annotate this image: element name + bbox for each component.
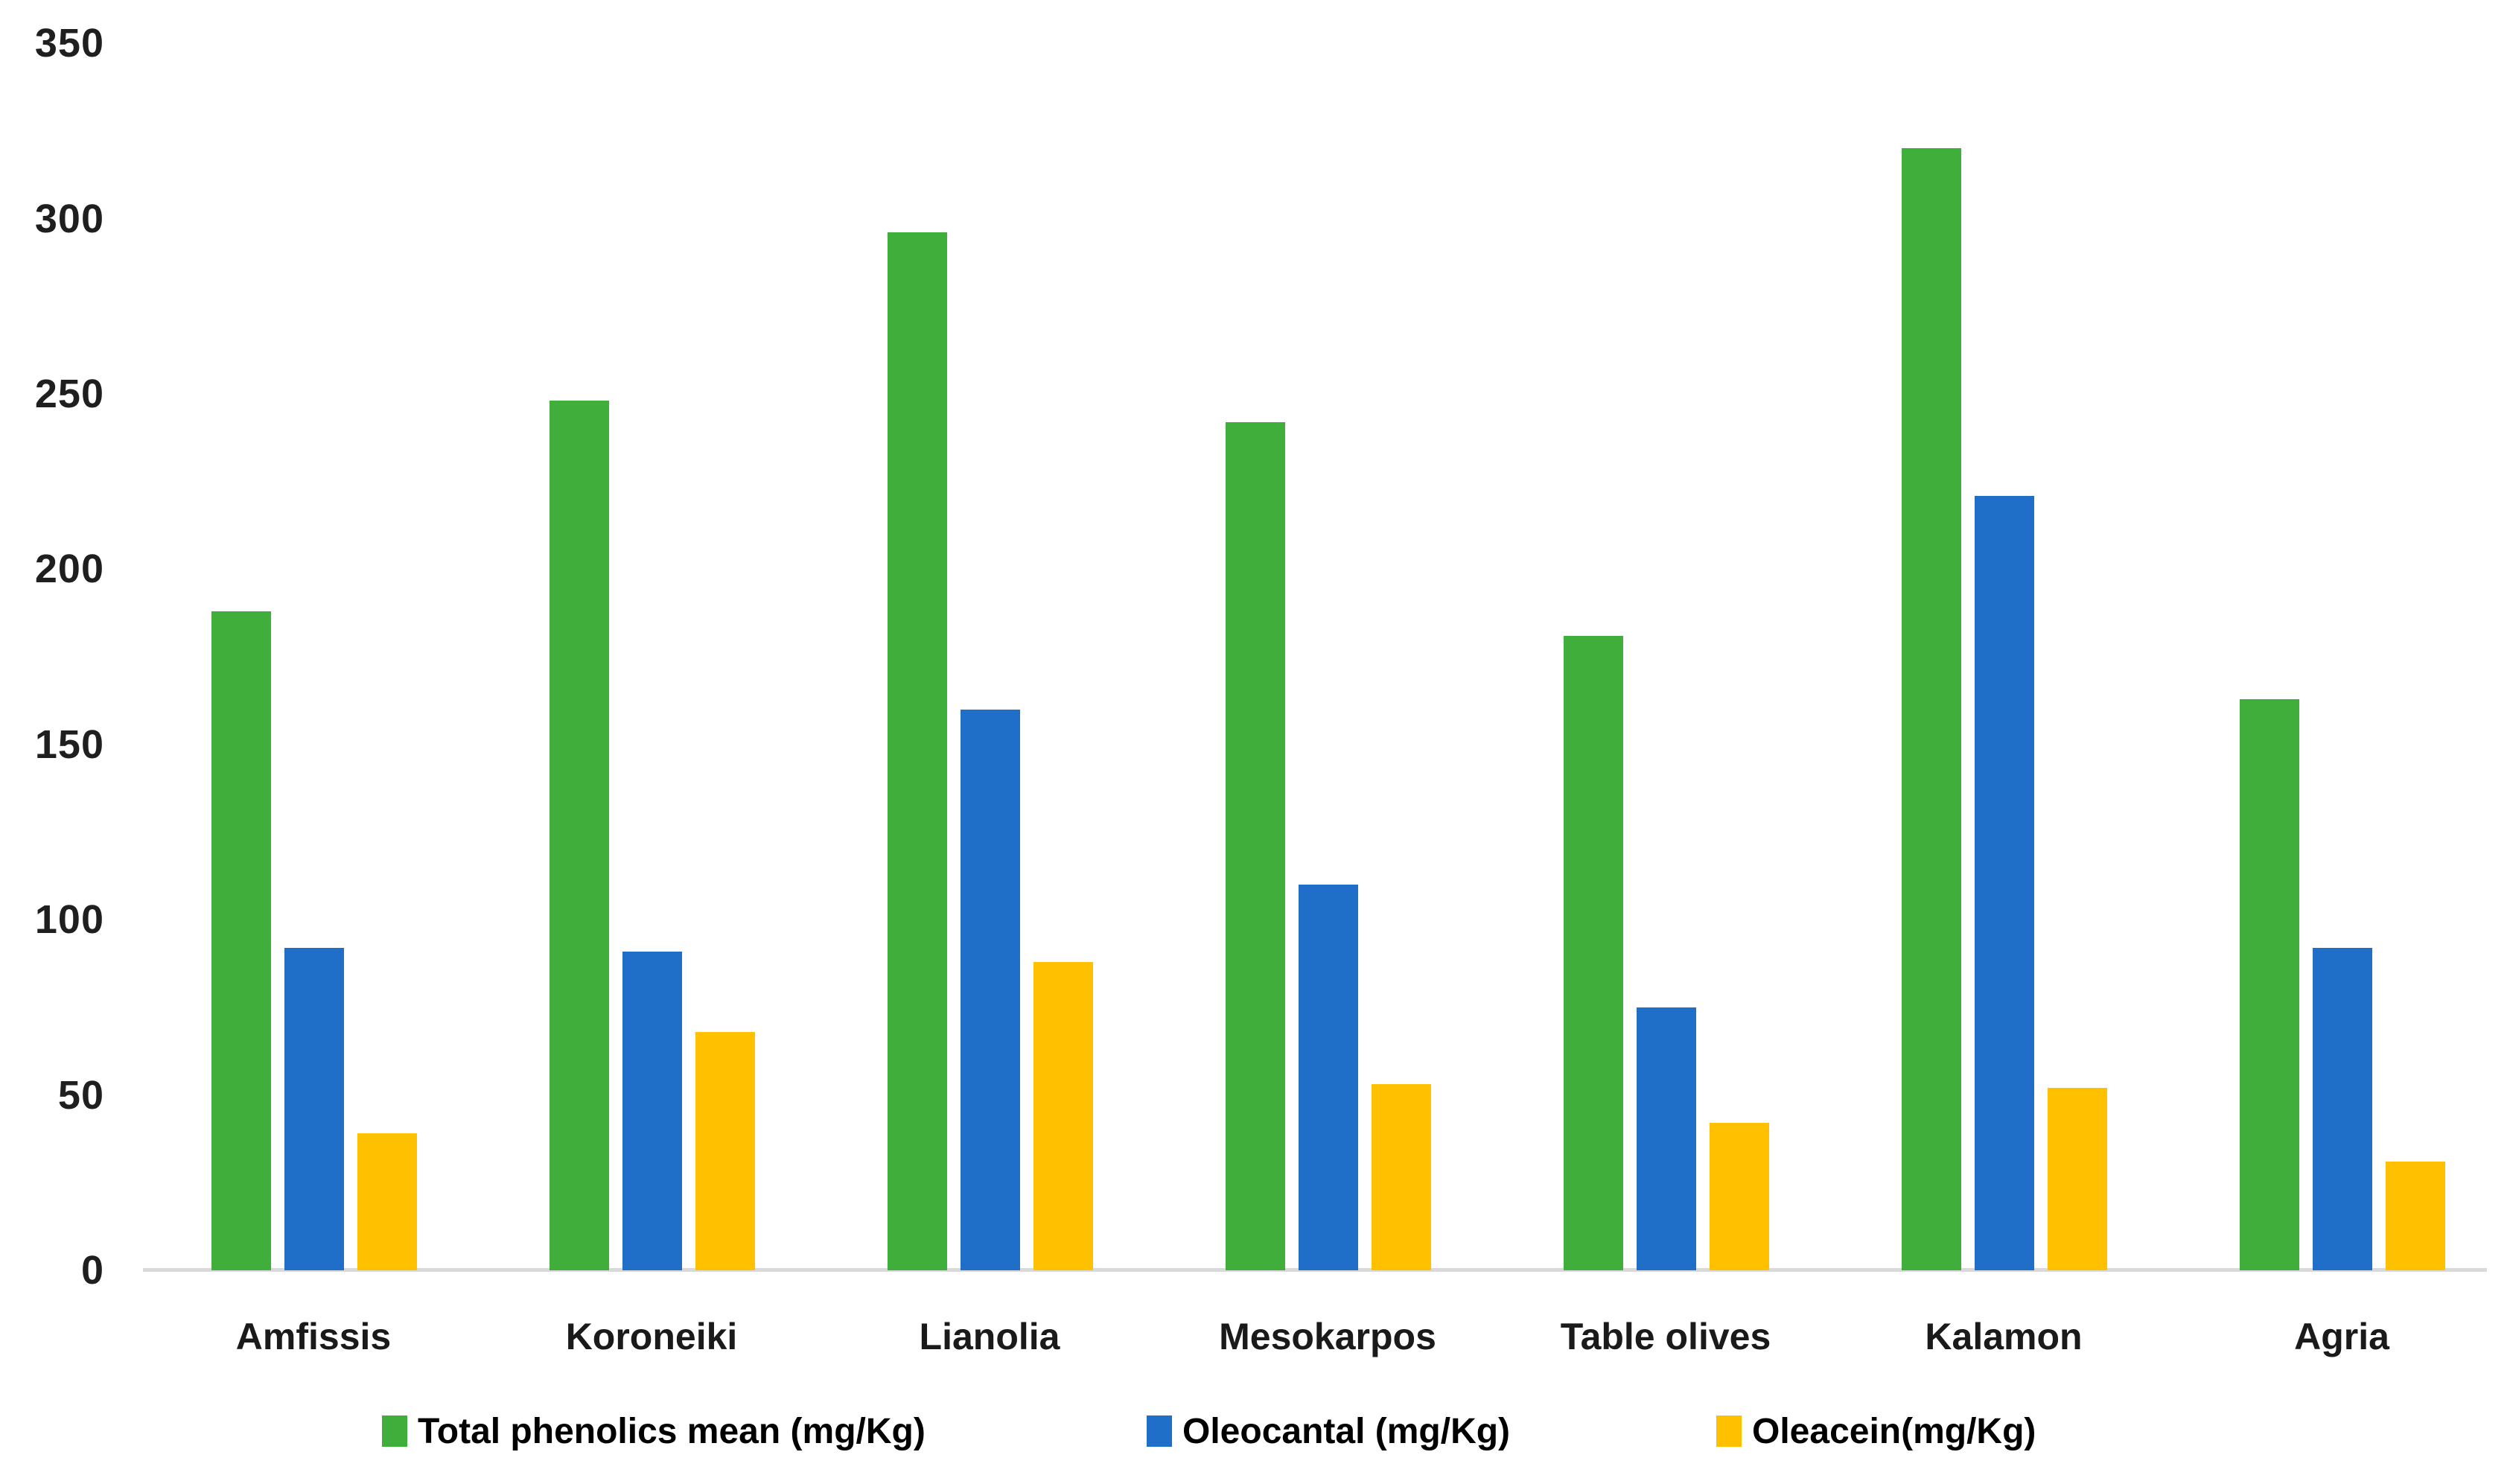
bar-oleocantal-amfissis [284,948,344,1270]
bar-oleacein(mg/kg)-koroneiki [695,1032,755,1270]
y-axis-tick-label: 200 [34,547,104,592]
bar-oleocantal-mesokarpos [1299,885,1358,1270]
bar-oleocantal-agria [2313,948,2372,1270]
bar-oleocantal-table-olives [1637,1007,1696,1270]
bar-oleocantal-kalamon [1975,496,2034,1270]
category-label-agria: Agria [2294,1316,2389,1357]
y-axis-tick-label: 0 [80,1248,104,1293]
bar-total-table-olives [1564,636,1623,1270]
bar-oleacein(mg/kg)-agria [2386,1162,2445,1270]
category-label-mesokarpos: Mesokarpos [1219,1316,1436,1357]
legend-item-oleacein: Oleacein(mg/Kg) [1716,1409,2036,1453]
bar-total-kalamon [1902,148,1961,1270]
category-label-kalamon: Kalamon [1925,1316,2083,1357]
bar-oleacein(mg/kg)-table-olives [1710,1123,1769,1270]
bar-oleocantal-koroneiki [622,952,682,1270]
bar-total-amfissis [211,611,271,1270]
legend-label: Total phenolics mean (mg/Kg) [418,1411,926,1451]
bar-oleacein(mg/kg)-lianolia [1033,962,1093,1270]
y-axis-tick-label: 250 [34,372,104,416]
bar-total-lianolia [888,232,947,1270]
category-label-lianolia: Lianolia [919,1316,1060,1357]
legend-label: Oleacein(mg/Kg) [1752,1411,2036,1451]
category-label-table-olives: Table olives [1560,1316,1771,1357]
bar-oleocantal-lianolia [961,710,1020,1270]
bar-total-agria [2240,699,2299,1270]
legend-swatch-blue-icon [1147,1415,1172,1447]
bar-oleacein(mg/kg)-mesokarpos [1372,1084,1431,1270]
legend-label: Oleocantal (mg/Kg) [1182,1411,1511,1451]
bar-oleacein(mg/kg)-amfissis [357,1133,417,1270]
bar-oleacein(mg/kg)-kalamon [2048,1088,2107,1270]
legend-item-oleocantal: Oleocantal (mg/Kg) [1147,1409,1510,1453]
y-axis-tick-label: 100 [34,897,104,943]
category-label-koroneiki: Koroneiki [565,1316,738,1357]
y-axis-tick-label: 350 [34,21,104,66]
y-axis-tick-label: 300 [34,196,104,241]
bar-total-koroneiki [550,401,609,1270]
y-axis-tick-label: 150 [34,722,104,767]
legend-swatch-yellow-icon [1716,1415,1742,1447]
legend-swatch-green-icon [382,1415,407,1447]
bar-total-mesokarpos [1226,422,1285,1270]
legend-item-total-phenolics: Total phenolics mean (mg/Kg) [382,1409,926,1453]
y-axis-tick-label: 50 [57,1072,104,1118]
category-label-amfissis: Amfissis [235,1316,392,1357]
